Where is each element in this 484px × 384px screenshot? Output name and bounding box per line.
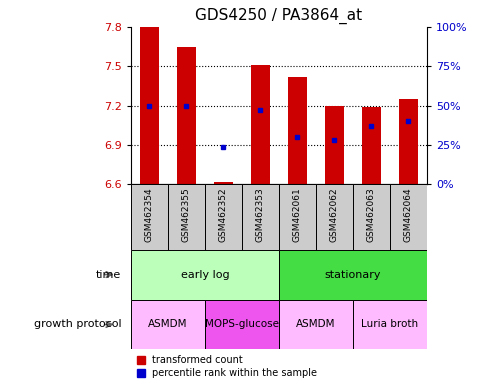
Text: GSM462355: GSM462355 bbox=[182, 188, 191, 242]
Text: stationary: stationary bbox=[324, 270, 380, 280]
Bar bbox=[278, 184, 315, 250]
Text: ASMDM: ASMDM bbox=[148, 319, 187, 329]
Bar bbox=[352, 300, 426, 349]
Text: GSM462353: GSM462353 bbox=[256, 188, 264, 242]
Bar bbox=[167, 184, 204, 250]
Text: Luria broth: Luria broth bbox=[361, 319, 418, 329]
Bar bbox=[287, 77, 306, 184]
Bar bbox=[131, 300, 204, 349]
Bar bbox=[398, 99, 417, 184]
Bar bbox=[251, 65, 269, 184]
Bar bbox=[278, 300, 352, 349]
Bar bbox=[315, 184, 352, 250]
Text: GSM462354: GSM462354 bbox=[145, 188, 153, 242]
Text: growth protocol: growth protocol bbox=[33, 319, 121, 329]
Bar bbox=[204, 300, 278, 349]
Text: GSM462063: GSM462063 bbox=[366, 188, 375, 242]
Text: GSM462062: GSM462062 bbox=[329, 188, 338, 242]
Bar bbox=[362, 107, 380, 184]
Text: time: time bbox=[96, 270, 121, 280]
Bar bbox=[177, 46, 195, 184]
Text: GSM462064: GSM462064 bbox=[403, 188, 412, 242]
Bar bbox=[242, 184, 278, 250]
Bar bbox=[324, 106, 343, 184]
Text: early log: early log bbox=[180, 270, 229, 280]
Bar bbox=[389, 184, 426, 250]
Text: GSM462352: GSM462352 bbox=[218, 188, 227, 242]
Bar bbox=[214, 182, 232, 184]
Bar bbox=[278, 250, 426, 300]
Title: GDS4250 / PA3864_at: GDS4250 / PA3864_at bbox=[195, 8, 362, 24]
Bar bbox=[352, 184, 389, 250]
Text: GSM462061: GSM462061 bbox=[292, 188, 301, 242]
Bar bbox=[204, 184, 242, 250]
Text: MOPS-glucose: MOPS-glucose bbox=[204, 319, 278, 329]
Bar bbox=[131, 184, 167, 250]
Bar bbox=[140, 27, 158, 184]
Text: ASMDM: ASMDM bbox=[296, 319, 335, 329]
Legend: transformed count, percentile rank within the sample: transformed count, percentile rank withi… bbox=[136, 354, 318, 379]
Bar bbox=[131, 250, 278, 300]
